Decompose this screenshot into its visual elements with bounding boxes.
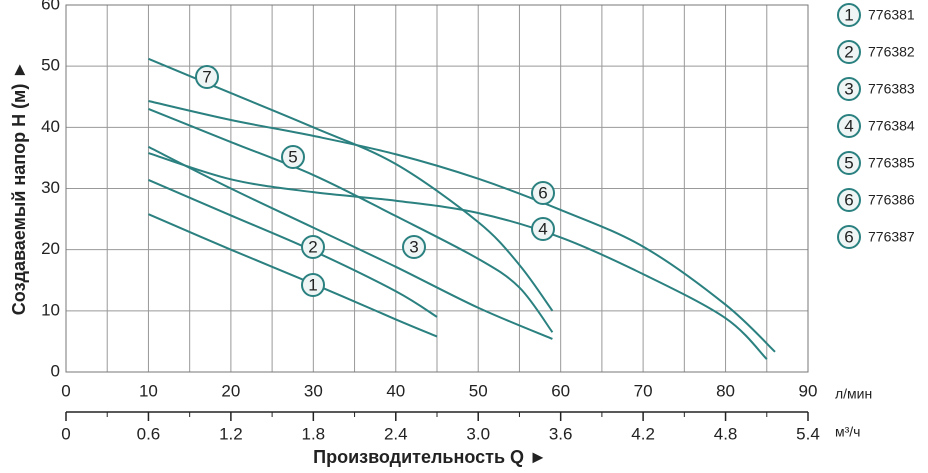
legend-number: 3 bbox=[844, 79, 853, 98]
y-tick-label: 50 bbox=[41, 56, 60, 75]
legend-circle bbox=[837, 188, 861, 212]
legend-label: 776386 bbox=[868, 192, 915, 208]
curve bbox=[148, 152, 768, 360]
curve-label-circle bbox=[531, 217, 555, 241]
y-tick-label: 40 bbox=[41, 117, 60, 136]
legend-number: 6 bbox=[844, 190, 853, 209]
curve-label-circle bbox=[195, 65, 219, 89]
x2-tick-label: 5.4 bbox=[796, 424, 820, 443]
y-tick-label: 30 bbox=[41, 178, 60, 197]
x2-tick-label: 0 bbox=[61, 424, 70, 443]
x-unit: л/мин bbox=[835, 386, 872, 402]
x2-tick-label: 4.2 bbox=[631, 424, 655, 443]
legend-number: 2 bbox=[844, 42, 853, 61]
legend-label: 776385 bbox=[868, 155, 915, 171]
legend-label: 776387 bbox=[868, 229, 915, 245]
curve-label: 3 bbox=[409, 237, 418, 256]
x-tick-label: 80 bbox=[716, 381, 735, 400]
y-tick-label: 0 bbox=[51, 361, 60, 380]
x-tick-label: 40 bbox=[386, 381, 405, 400]
curve-label: 7 bbox=[202, 67, 211, 86]
legend-circle bbox=[837, 40, 861, 64]
legend-number: 6 bbox=[844, 227, 853, 246]
curve-label: 2 bbox=[308, 237, 317, 256]
curve-label: 6 bbox=[538, 183, 547, 202]
curve-label-circle bbox=[531, 181, 555, 205]
x2-tick-label: 1.2 bbox=[219, 424, 243, 443]
x-tick-label: 10 bbox=[139, 381, 158, 400]
y-tick-label: 10 bbox=[41, 300, 60, 319]
x-tick-label: 20 bbox=[221, 381, 240, 400]
x2-tick-label: 4.8 bbox=[714, 424, 738, 443]
legend-circle bbox=[837, 151, 861, 175]
y-axis-title: Создаваемый напор Н (м) ► bbox=[9, 61, 29, 315]
curve bbox=[148, 108, 554, 333]
legend-circle bbox=[837, 114, 861, 138]
x-tick-label: 50 bbox=[469, 381, 488, 400]
curve-label-circle bbox=[301, 235, 325, 259]
x-tick-label: 60 bbox=[551, 381, 570, 400]
x2-tick-label: 3.0 bbox=[466, 424, 490, 443]
x2-tick-label: 2.4 bbox=[384, 424, 408, 443]
legend-label: 776381 bbox=[868, 7, 915, 23]
curve bbox=[148, 213, 438, 338]
curve-label: 1 bbox=[308, 275, 317, 294]
x-tick-label: 70 bbox=[634, 381, 653, 400]
curve-label-circle bbox=[402, 235, 426, 259]
y-tick-label: 60 bbox=[41, 0, 60, 13]
legend-label: 776384 bbox=[868, 118, 915, 134]
legend-label: 776382 bbox=[868, 44, 915, 60]
x-tick-label: 0 bbox=[61, 381, 70, 400]
x2-tick-label: 0.6 bbox=[137, 424, 161, 443]
curve bbox=[148, 57, 554, 312]
x2-tick-label: 3.6 bbox=[549, 424, 573, 443]
curve-label-circle bbox=[301, 273, 325, 297]
legend-number: 5 bbox=[844, 153, 853, 172]
curve-label: 4 bbox=[538, 219, 547, 238]
legend-number: 4 bbox=[844, 116, 853, 135]
legend-circle bbox=[837, 3, 861, 27]
legend-circle bbox=[837, 77, 861, 101]
legend-label: 776383 bbox=[868, 81, 915, 97]
legend-circle bbox=[837, 225, 861, 249]
x-tick-label: 90 bbox=[799, 381, 818, 400]
curve-label: 5 bbox=[288, 147, 297, 166]
legend-number: 1 bbox=[844, 5, 853, 24]
curve bbox=[148, 100, 776, 353]
plot-frame bbox=[65, 4, 809, 373]
x-axis-title: Производительность Q ► bbox=[313, 447, 547, 467]
x2-tick-label: 1.8 bbox=[302, 424, 326, 443]
x-tick-label: 30 bbox=[304, 381, 323, 400]
y-tick-label: 20 bbox=[41, 239, 60, 258]
x2-unit: м³/ч bbox=[835, 424, 860, 440]
curve-label-circle bbox=[281, 145, 305, 169]
curve bbox=[147, 146, 553, 340]
